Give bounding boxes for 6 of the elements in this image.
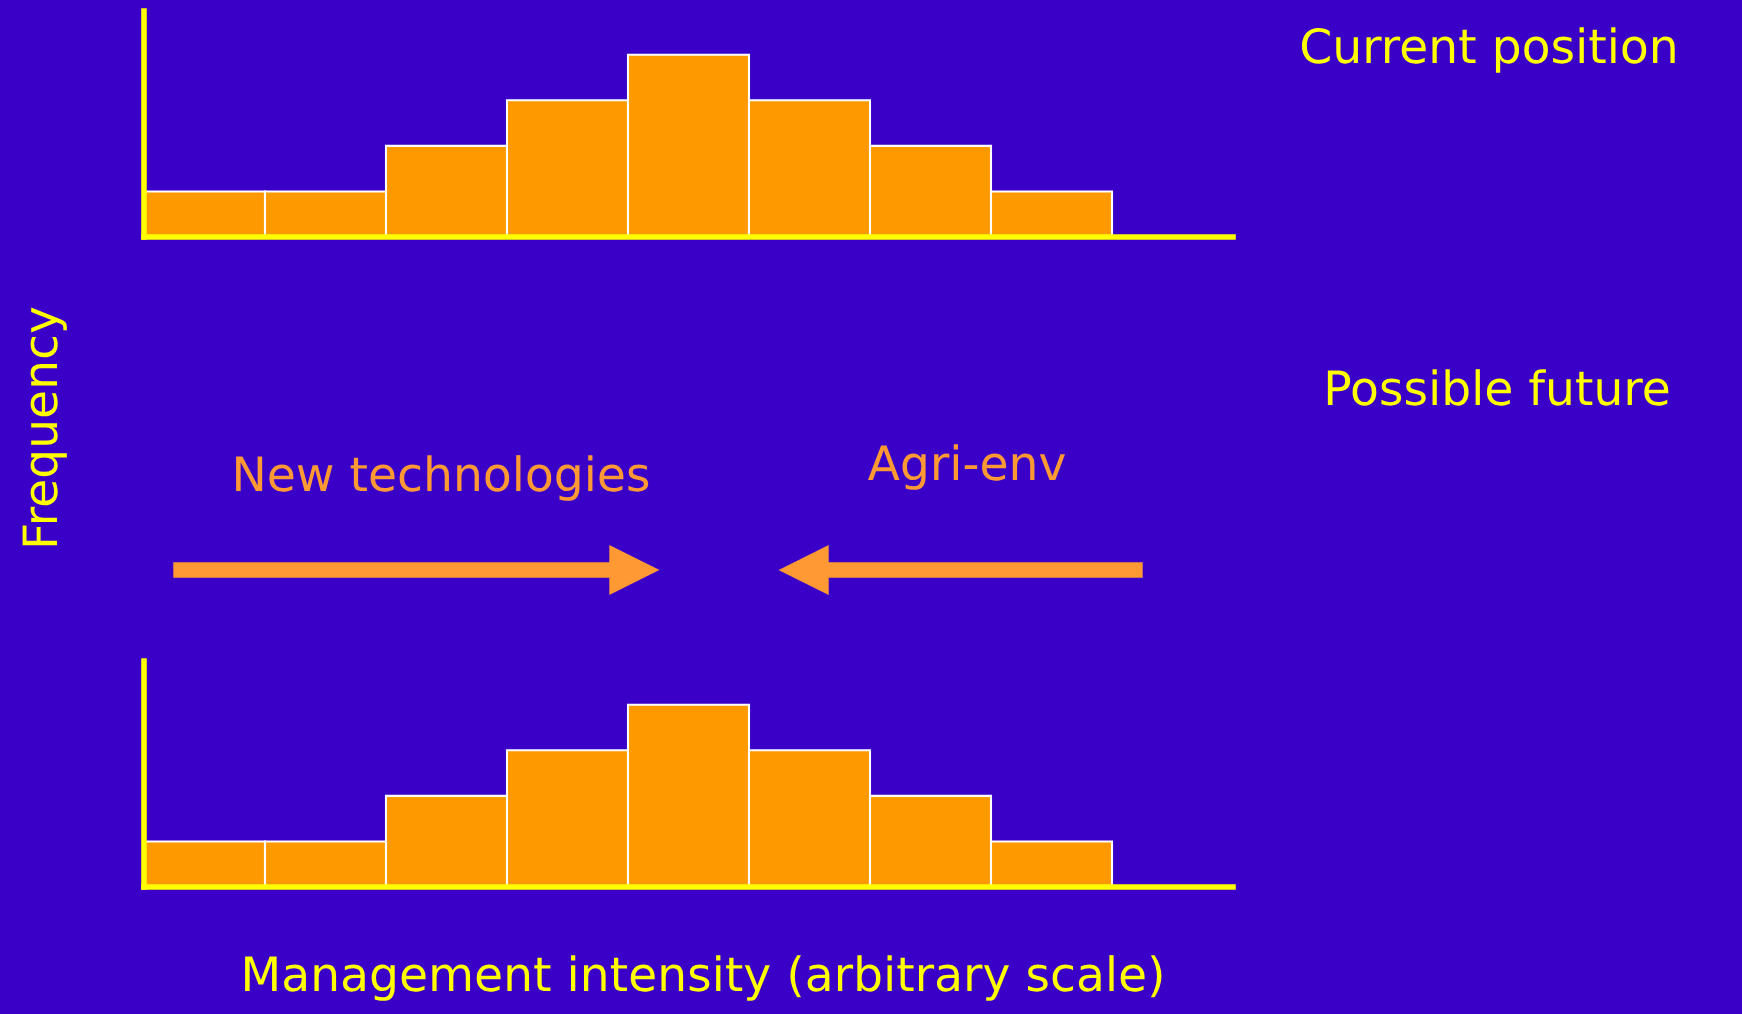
x-axis-title: Management intensity (arbitrary scale) <box>245 955 1162 1001</box>
y-axis-title: Frequency <box>22 307 67 546</box>
text: Possible future <box>1327 369 1669 406</box>
text: Agri-env <box>867 444 1065 490</box>
text: New technologies <box>236 455 649 501</box>
text: Current position <box>1301 27 1675 73</box>
